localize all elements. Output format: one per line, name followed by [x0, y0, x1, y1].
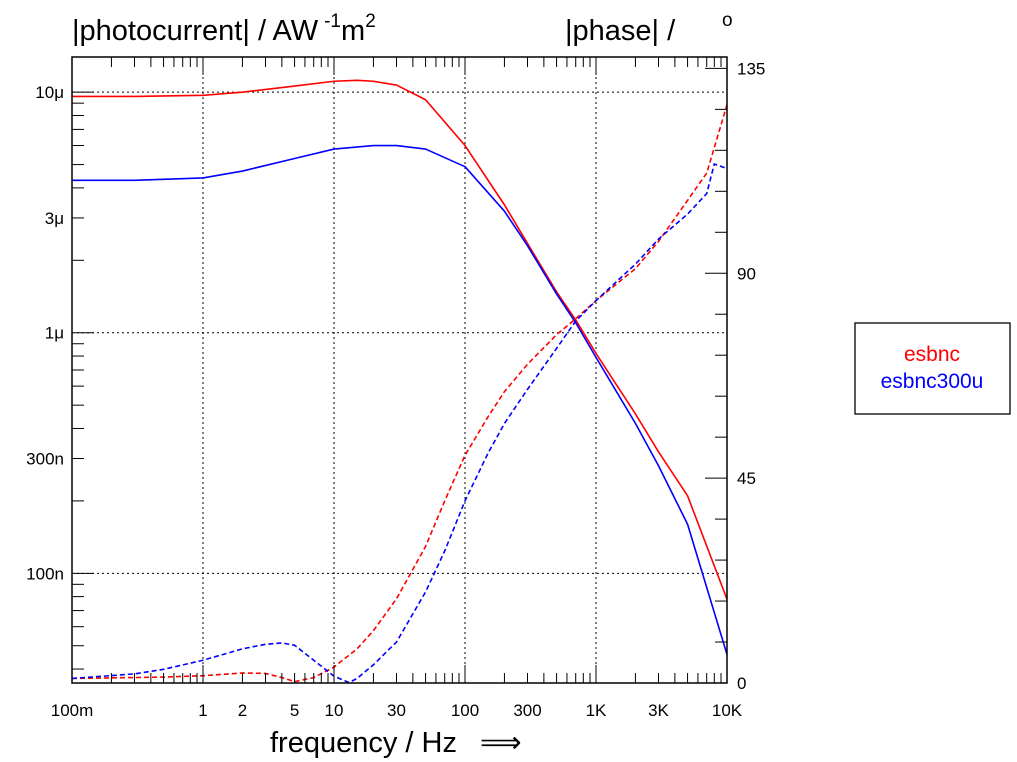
left-axis-title: |photocurrent| / AW -1m2	[72, 11, 376, 47]
series-layer	[71, 79, 728, 684]
left-axis-title-sup1: -1	[324, 11, 341, 32]
series-line-esbnc300u-magnitude	[72, 144, 728, 655]
x-tick-label: 1K	[586, 701, 607, 720]
y-left-tick-label: 300n	[26, 450, 64, 469]
x-axis-arrow: ⟹	[480, 727, 522, 759]
x-tick-label: 300	[513, 701, 541, 720]
series-line-esbnc-magnitude	[72, 79, 728, 600]
y-left-tick-label: 10μ	[35, 83, 64, 102]
y-right-tick-label: 90	[737, 264, 756, 283]
y-right-tick-label: 0	[737, 674, 746, 693]
series-line-esbnc300u-phase	[71, 163, 728, 684]
right-axis-title: |phase| /	[565, 15, 676, 47]
legend-box	[854, 322, 1011, 415]
labels-layer: 100m 1 2 5 10 30 100 300 1K 3K 10K 10μ 3μ 1μ 300n 100n 0…	[26, 59, 765, 720]
x-tick-label: 10	[325, 701, 344, 720]
legend-entry-esbnc300u: esbnc300u	[881, 370, 984, 393]
legend: esbnc esbnc300u	[854, 322, 1011, 415]
grid-layer	[72, 57, 727, 683]
x-tick-label: 100m	[51, 701, 94, 720]
x-tick-label: 10K	[712, 701, 743, 720]
x-tick-label: 3K	[648, 701, 669, 720]
ticks-layer	[71, 57, 727, 684]
x-tick-label: 30	[387, 701, 406, 720]
left-axis-title-sup2: 2	[365, 11, 376, 32]
left-axis-title-mid: m	[341, 15, 365, 47]
x-axis-title: frequency / Hz	[270, 727, 457, 759]
y-left-tick-label: 3μ	[45, 209, 64, 228]
y-left-tick-label: 100n	[26, 564, 64, 583]
y-right-tick-label: 45	[737, 469, 756, 488]
plot-frame	[71, 56, 728, 684]
x-tick-label: 1	[198, 701, 207, 720]
series-line-esbnc-phase	[71, 104, 728, 683]
left-axis-title-main: |photocurrent| / AW	[72, 15, 319, 47]
y-right-tick-label: 135	[737, 59, 765, 78]
x-tick-label: 2	[238, 701, 247, 720]
legend-entry-esbnc: esbnc	[904, 343, 960, 366]
right-axis-unit: o	[722, 10, 733, 31]
y-left-tick-label: 1μ	[45, 324, 64, 343]
x-tick-label: 100	[451, 701, 479, 720]
x-tick-label: 5	[290, 701, 299, 720]
